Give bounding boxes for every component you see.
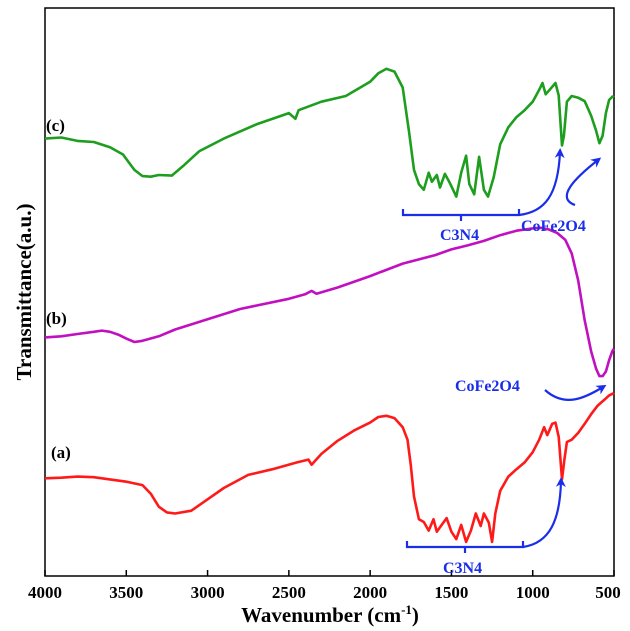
cofe2o4-arrow-c1 — [518, 148, 565, 217]
c3n4-bracket-c — [401, 209, 521, 217]
x-tick-label: 1000 — [516, 583, 550, 602]
series-label-b: (b) — [46, 309, 67, 328]
series-label-a: (a) — [51, 443, 71, 462]
annotation-cofe2o4-c: CoFe2O4 — [521, 218, 586, 235]
x-axis-title: Wavenumber (cm-1) — [241, 602, 419, 627]
x-tick-label: 4000 — [28, 583, 62, 602]
x-axis-ticks: 4000 3500 3000 2500 2000 1500 1000 500 — [28, 570, 621, 602]
x-tick-label: 3000 — [191, 583, 225, 602]
annotation-cofe2o4-b: CoFe2O4 — [455, 378, 520, 395]
annotation-c3n4-c: C3N4 — [440, 227, 479, 244]
series-line — [44, 391, 615, 544]
cofe2o4-arrow-c2 — [565, 157, 602, 207]
cofe2o4-arrow-b — [544, 384, 607, 401]
plot-frame — [44, 7, 615, 577]
x-tick-label: 1500 — [434, 583, 468, 602]
series-line — [44, 226, 616, 378]
cofe2o4-arrow-a — [522, 477, 566, 549]
annotation-brackets — [401, 148, 607, 553]
series-line — [44, 67, 615, 198]
series-lines — [44, 67, 616, 544]
x-tick-label: 500 — [595, 583, 621, 602]
x-tick-label: 3500 — [109, 583, 143, 602]
x-tick-label: 2500 — [272, 583, 306, 602]
annotation-c3n4-a: C3N4 — [443, 560, 482, 577]
series-label-c: (c) — [46, 116, 65, 135]
x-tick-label: 2000 — [353, 583, 387, 602]
y-axis-title: Transmittance(a.u.) — [12, 204, 36, 381]
